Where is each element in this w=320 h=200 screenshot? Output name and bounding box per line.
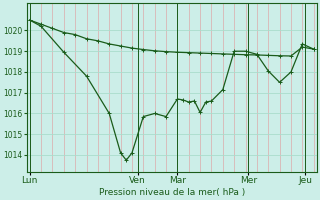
X-axis label: Pression niveau de la mer( hPa ): Pression niveau de la mer( hPa ) — [99, 188, 245, 197]
